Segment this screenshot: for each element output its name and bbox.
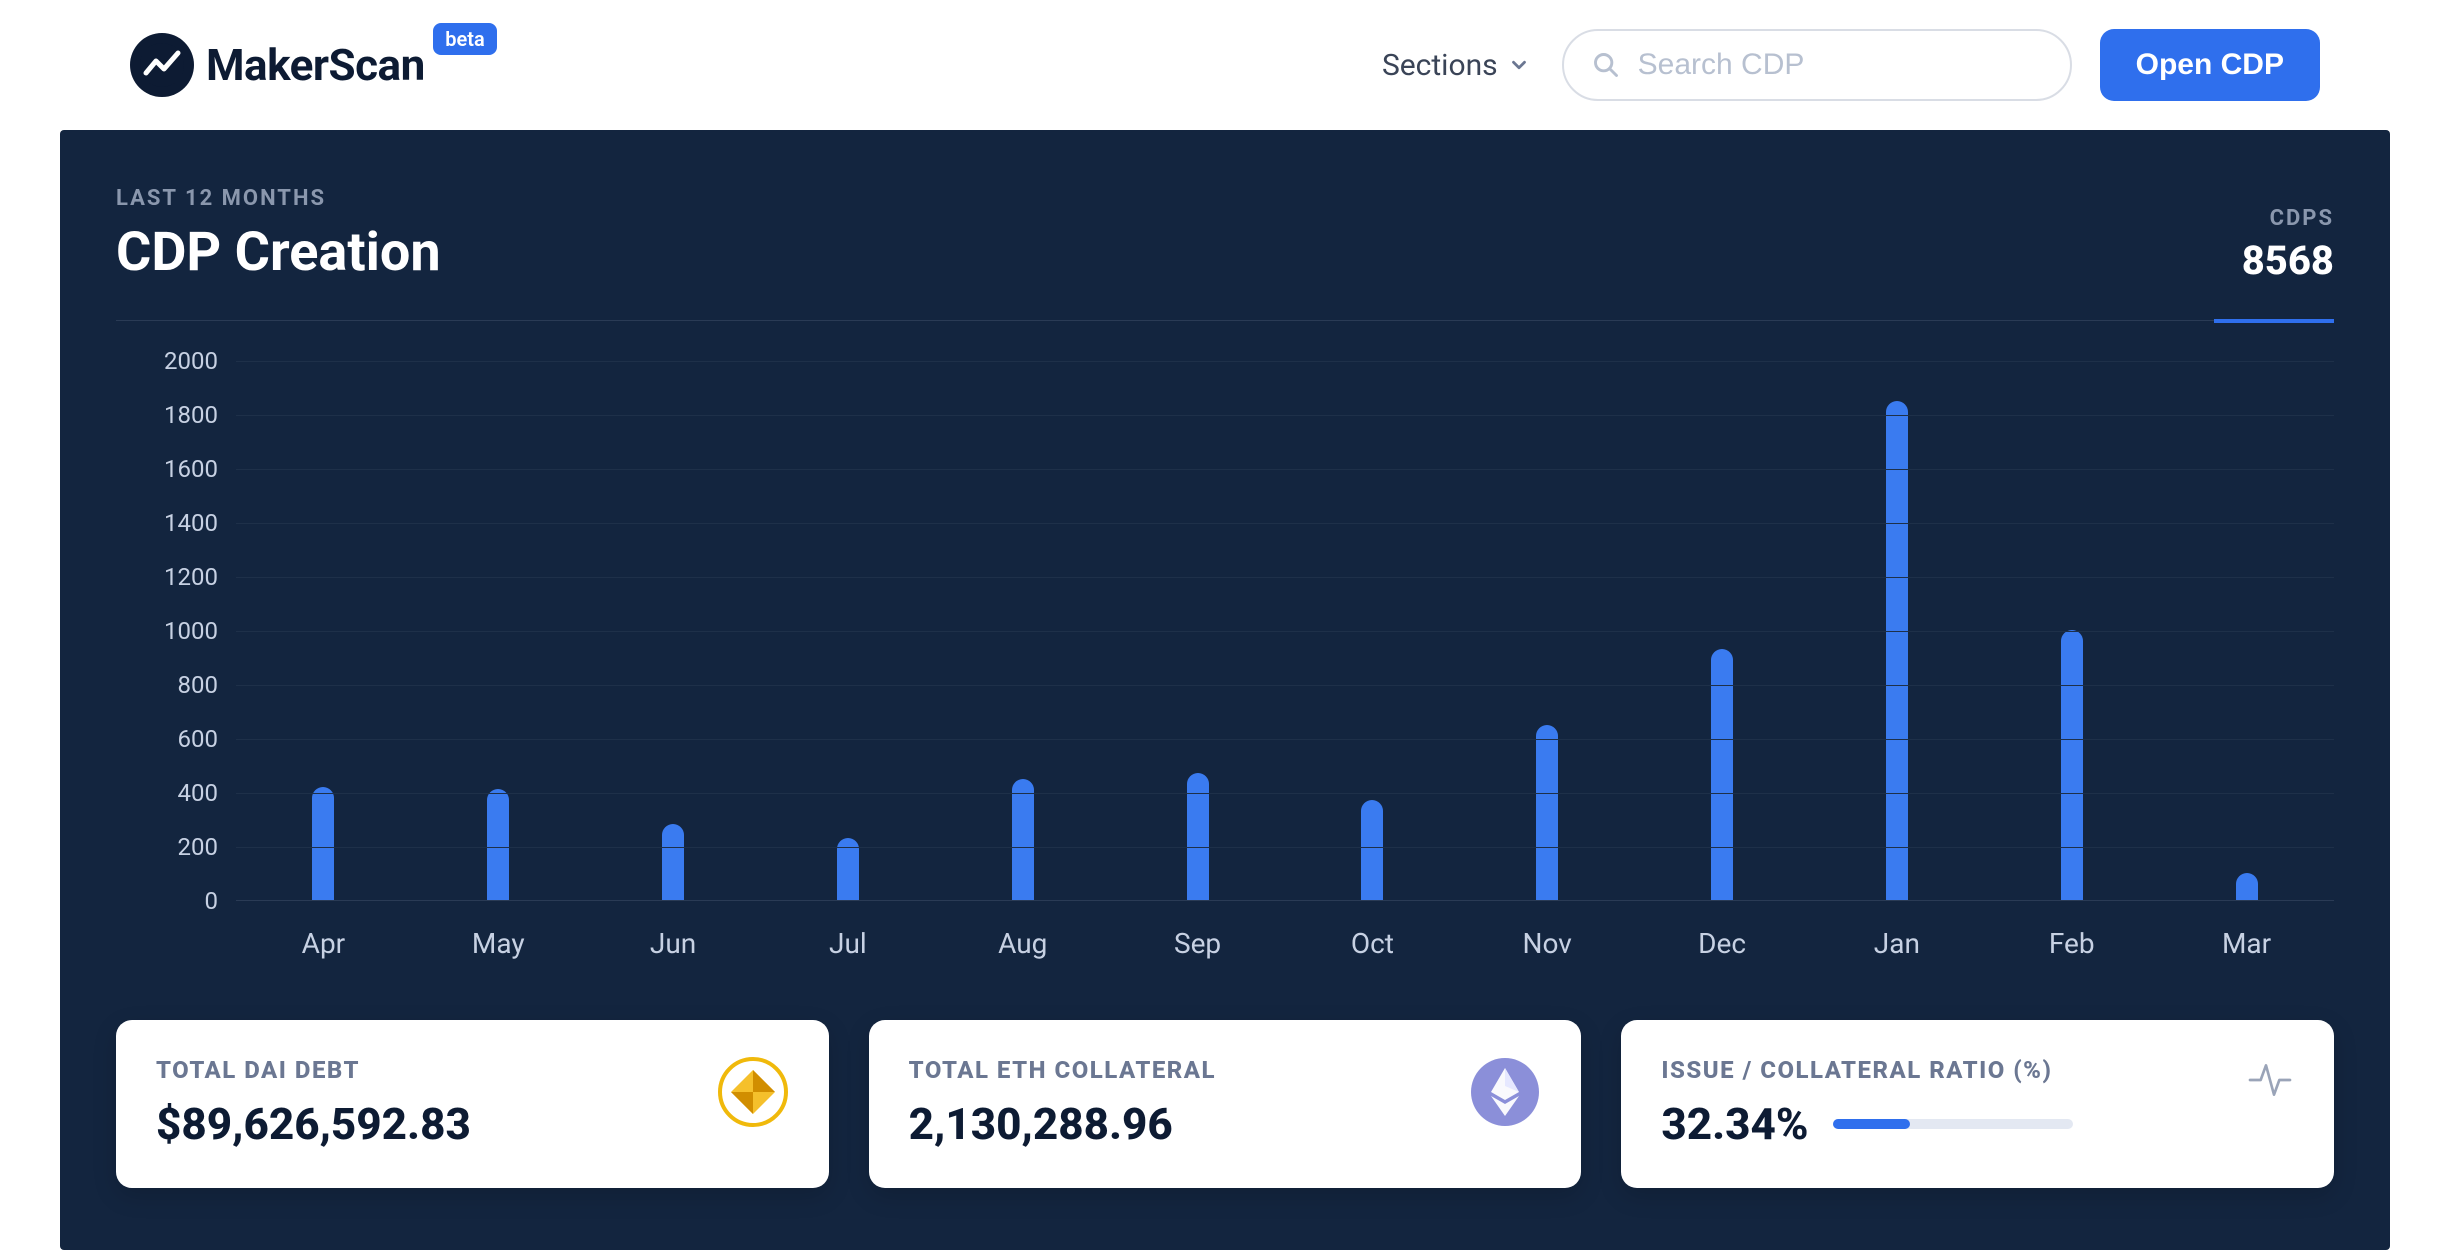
x-tick-label: Sep: [1110, 927, 1285, 960]
search-input[interactable]: [1638, 48, 2042, 82]
chart-gridline: [236, 847, 2334, 848]
main-panel: LAST 12 MONTHS CDP Creation CDPS 8568 20…: [60, 130, 2390, 1250]
divider-accent: [2214, 319, 2334, 323]
y-tick-label: 0: [205, 887, 219, 915]
chart-plot-area: [236, 361, 2334, 901]
y-tick-label: 2000: [164, 347, 218, 375]
chart-gridline: [236, 793, 2334, 794]
chart-bar[interactable]: [487, 789, 509, 900]
panel-divider: [116, 320, 2334, 321]
ratio-progress-fill: [1833, 1119, 1911, 1129]
stat-card-eth[interactable]: TOTAL ETH COLLATERAL 2,130,288.96: [869, 1020, 1582, 1188]
beta-badge: beta: [433, 23, 496, 55]
y-tick-label: 600: [178, 725, 218, 753]
dai-card-label: TOTAL DAI DEBT: [156, 1056, 471, 1084]
chart-gridline: [236, 739, 2334, 740]
panel-title: CDP Creation: [116, 221, 441, 284]
x-tick-label: Nov: [1460, 927, 1635, 960]
sections-dropdown[interactable]: Sections: [1382, 48, 1530, 83]
chart-bar[interactable]: [1886, 401, 1908, 901]
sections-label: Sections: [1382, 48, 1498, 83]
chart-bar[interactable]: [1711, 649, 1733, 900]
chart-bar[interactable]: [1012, 779, 1034, 901]
x-tick-label: Dec: [1635, 927, 1810, 960]
chart-gridline: [236, 361, 2334, 362]
search-field[interactable]: [1562, 29, 2072, 101]
dai-icon: [717, 1056, 789, 1128]
x-tick-label: Jul: [760, 927, 935, 960]
eth-card-value: 2,130,288.96: [909, 1098, 1216, 1150]
brand-name: MakerScan: [206, 39, 425, 91]
ratio-card-label: ISSUE / COLLATERAL RATIO (%): [1661, 1056, 2246, 1084]
chart-y-axis: 2000180016001400120010008006004002000: [116, 361, 236, 901]
top-bar: MakerScan beta Sections Open CDP: [0, 0, 2450, 130]
chart-gridline: [236, 631, 2334, 632]
y-tick-label: 800: [178, 671, 218, 699]
chart-bar[interactable]: [312, 787, 334, 900]
cdps-label: CDPS: [2242, 206, 2334, 231]
stat-card-dai[interactable]: TOTAL DAI DEBT $89,626,592.83: [116, 1020, 829, 1188]
y-tick-label: 1000: [164, 617, 218, 645]
ratio-card-value: 32.34%: [1661, 1098, 1808, 1150]
ratio-progress-track: [1833, 1119, 2073, 1129]
y-tick-label: 400: [178, 779, 218, 807]
chevron-down-icon: [1508, 54, 1530, 76]
chart-gridline: [236, 523, 2334, 524]
chart-bar[interactable]: [1361, 800, 1383, 900]
y-tick-label: 1400: [164, 509, 218, 537]
chart-gridline: [236, 577, 2334, 578]
y-tick-label: 1800: [164, 401, 218, 429]
cdps-value: 8568: [2242, 237, 2334, 284]
stat-card-ratio[interactable]: ISSUE / COLLATERAL RATIO (%) 32.34%: [1621, 1020, 2334, 1188]
x-tick-label: Oct: [1285, 927, 1460, 960]
x-tick-label: May: [411, 927, 586, 960]
x-tick-label: Feb: [1984, 927, 2159, 960]
x-tick-label: Aug: [935, 927, 1110, 960]
x-tick-label: Jan: [1809, 927, 1984, 960]
panel-header: LAST 12 MONTHS CDP Creation CDPS 8568: [116, 186, 2334, 284]
search-icon: [1592, 51, 1620, 79]
brand-mark-icon: [130, 33, 194, 97]
y-tick-label: 200: [178, 833, 218, 861]
chart-bar[interactable]: [1536, 725, 1558, 901]
panel-overline: LAST 12 MONTHS: [116, 186, 441, 211]
x-tick-label: Mar: [2159, 927, 2334, 960]
open-cdp-button[interactable]: Open CDP: [2100, 29, 2320, 101]
chart-bar[interactable]: [662, 824, 684, 900]
activity-icon: [2246, 1056, 2294, 1104]
chart-gridline: [236, 469, 2334, 470]
ethereum-icon: [1469, 1056, 1541, 1128]
stat-cards-row: TOTAL DAI DEBT $89,626,592.83 TOTAL ETH …: [116, 1020, 2334, 1188]
cdp-creation-chart: 2000180016001400120010008006004002000 Ap…: [116, 361, 2334, 960]
chart-bar[interactable]: [2236, 873, 2258, 900]
chart-gridline: [236, 415, 2334, 416]
brand-logo[interactable]: MakerScan beta: [130, 33, 425, 97]
chart-gridline: [236, 685, 2334, 686]
eth-card-label: TOTAL ETH COLLATERAL: [909, 1056, 1216, 1084]
x-tick-label: Jun: [586, 927, 761, 960]
chart-x-axis: AprMayJunJulAugSepOctNovDecJanFebMar: [236, 927, 2334, 960]
dai-card-value: $89,626,592.83: [156, 1098, 471, 1150]
y-tick-label: 1200: [164, 563, 218, 591]
x-tick-label: Apr: [236, 927, 411, 960]
y-tick-label: 1600: [164, 455, 218, 483]
chart-bar[interactable]: [2061, 630, 2083, 900]
